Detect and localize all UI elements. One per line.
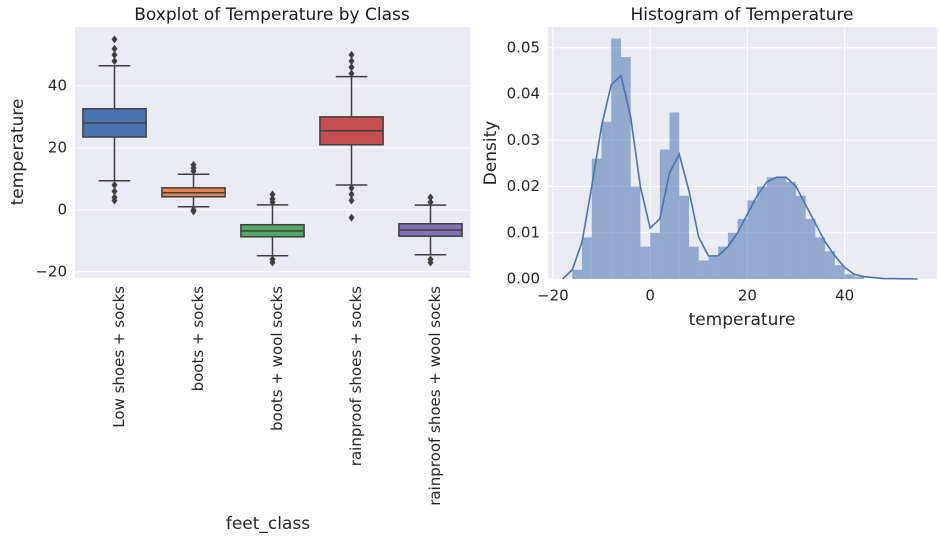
histogram-bar: [679, 195, 690, 279]
x-tick-label: boots + socks: [189, 286, 207, 392]
x-tick-label: 20: [738, 287, 757, 305]
x-tick-label: Low shoes + socks: [110, 286, 128, 428]
x-tick-label: rainproof shoes + wool socks: [426, 286, 444, 506]
histogram-bar: [766, 177, 777, 279]
histogram-bar: [737, 218, 748, 279]
outlier: [348, 63, 355, 72]
y-tick-label: 0.00: [507, 270, 540, 288]
histogram-bar: [757, 186, 767, 279]
outlier: [348, 184, 355, 193]
y-tick-label: 0.04: [507, 85, 540, 103]
histogram-bar: [786, 181, 796, 279]
histogram-bar: [640, 246, 651, 279]
outlier: [427, 193, 434, 202]
histogram-bar: [834, 265, 845, 279]
outlier: [111, 181, 118, 190]
outlier: [427, 258, 434, 267]
outlier: [190, 160, 197, 169]
histogram-bar: [795, 195, 806, 279]
histogram-bar: [601, 121, 612, 279]
histogram-bar: [591, 158, 602, 279]
histogram-bar: [727, 232, 738, 279]
x-axis-label: feet_class: [226, 514, 310, 534]
histogram-bar: [698, 260, 709, 279]
outlier: [190, 207, 197, 216]
x-tick-label: 40: [835, 287, 854, 305]
histogram-bar: [815, 237, 826, 279]
histogram-bar: [825, 251, 835, 279]
y-tick-label: 0.02: [507, 177, 540, 195]
histogram-bar: [582, 237, 592, 279]
outlier: [111, 44, 118, 53]
chart-title: Histogram of Temperature: [630, 5, 853, 25]
outlier: [269, 258, 276, 267]
outlier: [111, 35, 118, 44]
x-tick-label: boots + wool socks: [268, 286, 286, 431]
histogram-bar: [747, 200, 758, 279]
histogram-bar: [805, 218, 816, 279]
y-tick-label: 0.01: [507, 223, 540, 241]
histogram-bar: [669, 112, 680, 279]
outlier: [348, 50, 355, 59]
histogram-bar: [718, 246, 728, 279]
kde-line: [562, 74, 918, 280]
x-axis-label: temperature: [689, 310, 796, 330]
x-tick-label: −20: [537, 287, 569, 305]
y-tick-label: 20: [48, 138, 67, 156]
y-tick-label: −20: [35, 262, 67, 280]
histogram-bar: [844, 274, 855, 279]
histogram-bar: [611, 38, 621, 279]
histogram-bar: [650, 232, 660, 279]
histogram-bar: [708, 255, 719, 279]
histogram-bar: [620, 57, 631, 279]
histogram-bar: [689, 246, 699, 279]
histogram-bar: [776, 177, 787, 279]
outlier: [269, 190, 276, 199]
y-axis-label: temperature: [8, 99, 28, 206]
outlier: [111, 50, 118, 59]
x-tick-label: 0: [645, 287, 655, 305]
outlier: [348, 57, 355, 66]
y-axis-label: Density: [481, 121, 501, 186]
outlier: [427, 198, 434, 207]
outlier: [111, 187, 118, 196]
histogram-bar: [630, 186, 641, 279]
outlier: [348, 196, 355, 205]
outlier: [269, 194, 276, 203]
y-tick-label: 0: [57, 200, 67, 218]
outlier: [111, 57, 118, 66]
outlier: [348, 190, 355, 199]
outlier: [348, 213, 355, 222]
outlier: [348, 69, 355, 78]
y-tick-label: 40: [48, 76, 67, 94]
y-tick-label: 0.05: [507, 38, 540, 56]
x-tick-label: rainproof shoes + socks: [347, 286, 365, 466]
histogram-bar: [572, 269, 583, 279]
outlier: [111, 196, 118, 205]
y-tick-label: 0.03: [507, 131, 540, 149]
histogram-bar: [854, 276, 865, 279]
histogram-bar: [659, 149, 670, 279]
chart-title: Boxplot of Temperature by Class: [134, 5, 410, 25]
